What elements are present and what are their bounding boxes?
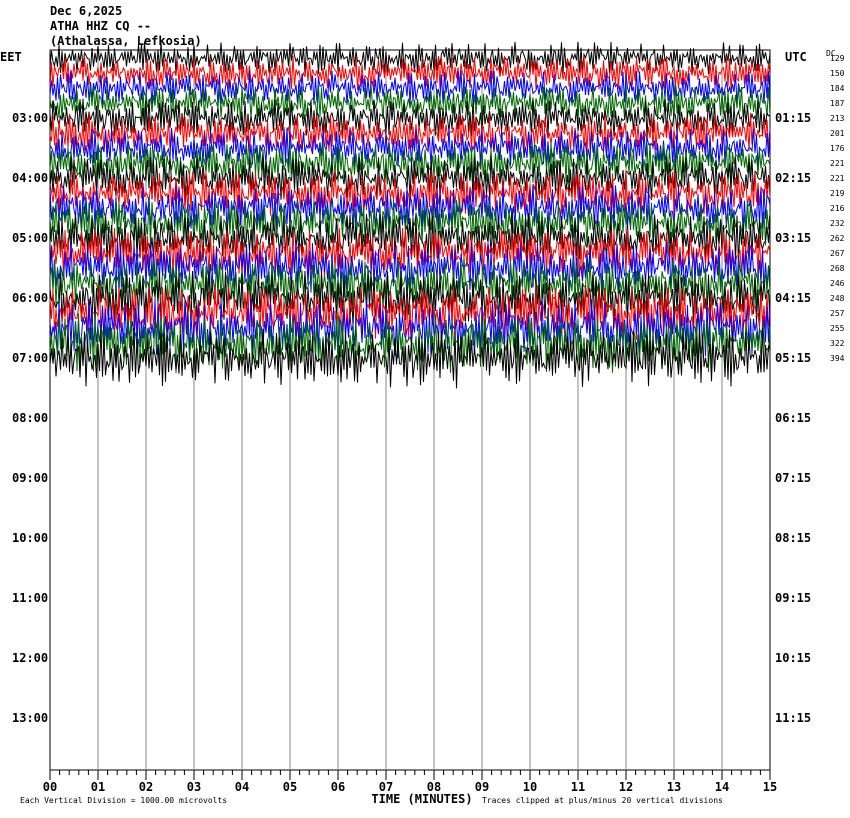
x-tick-label: 05 xyxy=(283,780,297,794)
footer-left: Each Vertical Division = 1000.00 microvo… xyxy=(20,796,227,805)
left-time-label: 11:00 xyxy=(12,591,48,605)
plot-frame xyxy=(49,49,771,771)
dc-value: 221 xyxy=(830,159,845,168)
trace xyxy=(49,98,771,137)
trace xyxy=(49,312,771,374)
dc-value: 257 xyxy=(830,309,845,318)
dc-value: 216 xyxy=(830,204,845,213)
trace xyxy=(49,84,771,122)
dc-value: 248 xyxy=(830,294,845,303)
dc-value: 129 xyxy=(830,54,845,63)
dc-value: 232 xyxy=(830,219,845,228)
dc-label: DC xyxy=(826,49,836,58)
dc-value: 219 xyxy=(830,189,845,198)
footer-right: Traces clipped at plus/minus 20 vertical… xyxy=(482,796,723,805)
right-time-label: 10:15 xyxy=(775,651,811,665)
left-time-label: 04:00 xyxy=(12,171,48,185)
left-time-label: 08:00 xyxy=(12,411,48,425)
dc-value: 221 xyxy=(830,174,845,183)
traces xyxy=(49,41,771,389)
right-time-label: 05:15 xyxy=(775,351,811,365)
x-tick-label: 01 xyxy=(91,780,105,794)
x-tick-label: 15 xyxy=(763,780,777,794)
right-time-label: 04:15 xyxy=(775,291,811,305)
x-tick-label: 10 xyxy=(523,780,537,794)
trace xyxy=(49,70,771,106)
x-axis-label: TIME (MINUTES) xyxy=(371,792,472,806)
dc-value: 150 xyxy=(830,69,845,78)
left-time-label: 12:00 xyxy=(12,651,48,665)
x-tick-label: 14 xyxy=(715,780,729,794)
dc-value: 262 xyxy=(830,234,845,243)
right-time-label: 06:15 xyxy=(775,411,811,425)
dc-value: 187 xyxy=(830,99,845,108)
trace xyxy=(49,269,771,327)
dc-value: 322 xyxy=(830,339,845,348)
trace xyxy=(49,227,771,279)
x-tick-label: 00 xyxy=(43,780,57,794)
right-time-label: 11:15 xyxy=(775,711,811,725)
right-time-label: 08:15 xyxy=(775,531,811,545)
dc-value: 246 xyxy=(830,279,845,288)
x-tick-label: 12 xyxy=(619,780,633,794)
dc-value: 255 xyxy=(830,324,845,333)
dc-value: 267 xyxy=(830,249,845,258)
location: (Athalassa, Lefkosia) xyxy=(50,34,202,48)
right-time-label: 09:15 xyxy=(775,591,811,605)
right-time-label: 07:15 xyxy=(775,471,811,485)
station: ATHA HHZ CQ -- xyxy=(50,19,151,33)
trace xyxy=(49,41,771,75)
right-axis-label: UTC xyxy=(785,50,807,64)
x-tick-label: 06 xyxy=(331,780,345,794)
left-time-label: 07:00 xyxy=(12,351,48,365)
trace xyxy=(49,212,771,264)
x-tick-label: 11 xyxy=(571,780,585,794)
date: Dec 6,2025 xyxy=(50,4,122,18)
left-time-label: 03:00 xyxy=(12,111,48,125)
dc-value: 201 xyxy=(830,129,845,138)
x-tick-label: 07 xyxy=(379,780,393,794)
left-axis-label: EET xyxy=(0,50,22,64)
x-tick-label: 03 xyxy=(187,780,201,794)
left-time-label: 06:00 xyxy=(12,291,48,305)
trace xyxy=(49,55,771,91)
x-tick-label: 02 xyxy=(139,780,153,794)
dc-value: 394 xyxy=(830,354,845,363)
left-time-label: 09:00 xyxy=(12,471,48,485)
trace xyxy=(49,327,771,389)
dc-value: 268 xyxy=(830,264,845,273)
x-tick-label: 13 xyxy=(667,780,681,794)
x-tick-label: 04 xyxy=(235,780,249,794)
right-time-label: 01:15 xyxy=(775,111,811,125)
dc-value: 213 xyxy=(830,114,845,123)
left-time-label: 10:00 xyxy=(12,531,48,545)
right-time-label: 02:15 xyxy=(775,171,811,185)
right-time-label: 03:15 xyxy=(775,231,811,245)
dc-value: 176 xyxy=(830,144,845,153)
left-time-label: 05:00 xyxy=(12,231,48,245)
x-tick-label: 09 xyxy=(475,780,489,794)
left-time-label: 13:00 xyxy=(12,711,48,725)
dc-value: 184 xyxy=(830,84,845,93)
x-tick-label: 08 xyxy=(427,780,441,794)
